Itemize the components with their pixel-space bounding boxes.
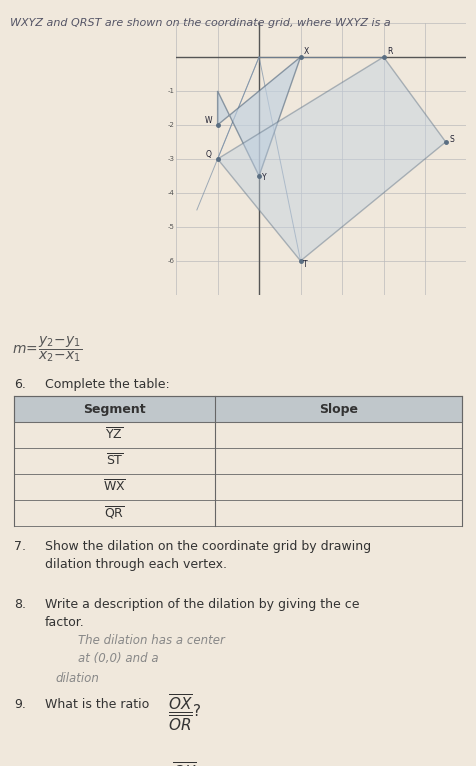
Text: Slope: Slope xyxy=(319,402,358,415)
Text: 9.: 9. xyxy=(14,698,26,711)
Text: dilation: dilation xyxy=(55,672,99,685)
Text: X: X xyxy=(304,47,309,56)
Polygon shape xyxy=(218,57,446,261)
Text: R: R xyxy=(387,47,392,56)
Text: $\dfrac{\overline{OX}}{\overline{XR}}$?: $\dfrac{\overline{OX}}{\overline{XR}}$? xyxy=(172,760,205,766)
Text: $\overline{\mathrm{QR}}$: $\overline{\mathrm{QR}}$ xyxy=(104,505,125,521)
Text: The dilation has a center: The dilation has a center xyxy=(78,634,225,647)
Text: Q: Q xyxy=(205,150,211,159)
Text: $\overline{\mathrm{ST}}$: $\overline{\mathrm{ST}}$ xyxy=(106,453,123,469)
Text: 6.: 6. xyxy=(14,378,26,391)
Text: 7.: 7. xyxy=(14,540,26,553)
Text: Segment: Segment xyxy=(83,402,146,415)
Text: S: S xyxy=(449,135,454,144)
Text: $m\!=\!\dfrac{y_2\!-\!y_1}{x_2\!-\!x_1}$: $m\!=\!\dfrac{y_2\!-\!y_1}{x_2\!-\!x_1}$ xyxy=(12,334,82,364)
Text: W: W xyxy=(205,116,213,126)
Text: at (0,0) and a: at (0,0) and a xyxy=(78,652,159,665)
Text: T: T xyxy=(303,260,307,269)
Text: Show the dilation on the coordinate grid by drawing
dilation through each vertex: Show the dilation on the coordinate grid… xyxy=(45,540,371,571)
Text: 8.: 8. xyxy=(14,598,26,611)
Text: WXYZ and QRST are shown on the coordinate grid, where WXYZ is a: WXYZ and QRST are shown on the coordinat… xyxy=(10,18,391,28)
FancyBboxPatch shape xyxy=(14,396,462,422)
Text: $\overline{\mathrm{YZ}}$: $\overline{\mathrm{YZ}}$ xyxy=(105,427,124,443)
Text: Y: Y xyxy=(262,173,267,182)
Text: $\overline{\mathrm{WX}}$: $\overline{\mathrm{WX}}$ xyxy=(103,480,126,495)
Polygon shape xyxy=(218,57,300,176)
Text: What is the ratio: What is the ratio xyxy=(45,698,149,711)
Text: $\dfrac{\overline{OX}}{\overline{OR}}$?: $\dfrac{\overline{OX}}{\overline{OR}}$? xyxy=(168,692,201,733)
Text: Complete the table:: Complete the table: xyxy=(45,378,170,391)
Text: Write a description of the dilation by giving the ce
factor.: Write a description of the dilation by g… xyxy=(45,598,359,629)
